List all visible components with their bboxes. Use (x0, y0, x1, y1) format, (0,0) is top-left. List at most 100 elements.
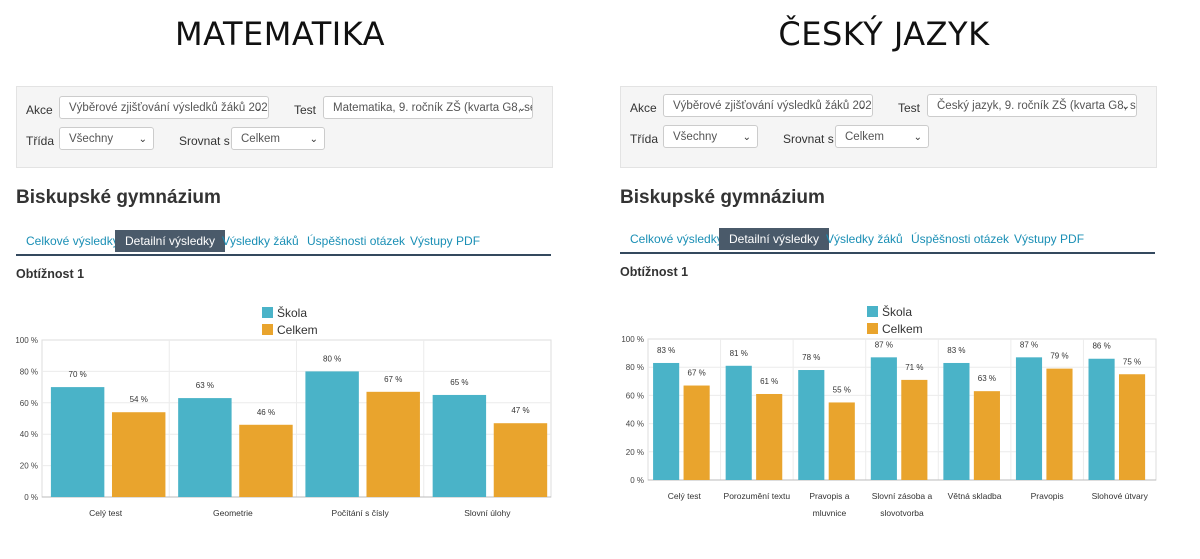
chevron-down-icon: ⌄ (1121, 101, 1130, 112)
akce-select[interactable]: Výběrové zjišťování výsledků žáků 2021/2… (663, 94, 873, 117)
bar-celkem (973, 391, 1000, 480)
legend-label: Celkem (277, 322, 318, 337)
bar-celkem (756, 393, 783, 480)
data-label: 87 % (1020, 340, 1038, 349)
x-tick-label: Větná skladba (948, 491, 1002, 501)
bar-celkem (111, 412, 166, 497)
akce-select-value: Výběrové zjišťování výsledků žáků 2021/2 (69, 102, 269, 114)
bar-celkem (828, 402, 855, 480)
data-label: 86 % (1092, 342, 1110, 351)
data-label: 61 % (760, 377, 778, 386)
bar-skola (1015, 357, 1043, 480)
test-label: Test (294, 103, 317, 117)
tab-vystupy-pdf[interactable]: Výstupy PDF (1014, 232, 1085, 246)
tab-detailni-vysledky[interactable]: Detailní výsledky (115, 230, 226, 252)
y-tick-label: 100 % (15, 336, 38, 345)
x-tick-label: Pravopis (1031, 491, 1064, 501)
legend-swatch (867, 306, 878, 317)
bar-skola (653, 362, 680, 480)
legend-label: Celkem (882, 321, 923, 336)
trida-select[interactable]: Všechny ⌄ (59, 127, 154, 150)
tab-vystupy-pdf[interactable]: Výstupy PDF (410, 234, 481, 248)
panel-title: ČESKÝ JAZYK (778, 15, 990, 53)
tab-uspesnosti-otazek[interactable]: Úspěšnosti otázek (911, 232, 1010, 246)
y-tick-label: 20 % (626, 448, 644, 457)
data-label: 55 % (833, 385, 851, 394)
legend-item-celkem: Celkem (262, 321, 318, 338)
legend-swatch (262, 324, 273, 335)
school-name: Biskupské gymnázium (16, 187, 221, 208)
bar-skola (943, 362, 970, 480)
y-tick-label: 80 % (20, 367, 38, 376)
y-tick-label: 60 % (20, 399, 38, 408)
bar-skola (798, 370, 825, 480)
akce-select[interactable]: Výběrové zjišťování výsledků žáků 2021/2… (59, 96, 269, 119)
tab-vysledky-zaku[interactable]: Výsledky žáků (826, 232, 903, 246)
test-select[interactable]: Matematika, 9. ročník ZŠ (kvarta G8, sek… (323, 96, 533, 119)
tab-bar: Celkové výsledky Detailní výsledky Výsle… (16, 230, 551, 256)
bar-skola (870, 357, 897, 480)
tab-celkove-vysledky[interactable]: Celkové výsledky (26, 234, 119, 248)
filter-box: Akce Výběrové zjišťování výsledků žáků 2… (620, 86, 1157, 168)
bar-skola (725, 365, 752, 480)
bar-celkem (683, 385, 710, 480)
panel-title: MATEMATIKA (174, 15, 386, 53)
trida-select[interactable]: Všechny ⌄ (663, 125, 758, 148)
tab-detailni-vysledky[interactable]: Detailní výsledky (719, 228, 830, 250)
panel-matematika: MATEMATIKA Akce Výběrové zjišťování výsl… (0, 0, 560, 559)
tab-bar: Celkové výsledky Detailní výsledky Výsle… (620, 228, 1155, 254)
akce-select-value: Výběrové zjišťování výsledků žáků 2021/2 (673, 100, 873, 112)
legend-swatch (262, 307, 273, 318)
chevron-down-icon: ⌄ (742, 132, 751, 143)
test-label: Test (898, 101, 921, 115)
legend-item-celkem: Celkem (867, 320, 923, 337)
chevron-down-icon: ⌄ (517, 103, 526, 114)
bar-celkem (1046, 368, 1073, 480)
x-tick-label: Porozumění textu (724, 491, 791, 501)
data-label: 46 % (257, 408, 275, 417)
srovnat-select[interactable]: Celkem ⌄ (835, 125, 929, 148)
y-tick-label: 0 % (24, 493, 38, 502)
x-tick-label: Slovní zásoba a slovotvorba (872, 491, 933, 518)
subheading: Obtížnost 1 (16, 267, 85, 281)
test-select-value: Matematika, 9. ročník ZŠ (kvarta G8, sek… (333, 102, 532, 114)
filter-box: Akce Výběrové zjišťování výsledků žáků 2… (16, 86, 553, 168)
data-label: 71 % (905, 363, 923, 372)
legend-swatch (867, 323, 878, 334)
chevron-down-icon: ⌄ (913, 132, 922, 143)
y-tick-label: 0 % (630, 476, 644, 485)
x-tick-label: Pravopis a mluvnice (809, 491, 849, 518)
chevron-down-icon: ⌄ (857, 101, 866, 112)
y-tick-label: 80 % (626, 363, 644, 372)
srovnat-label: Srovnat s (179, 134, 230, 148)
subheading: Obtížnost 1 (620, 265, 689, 279)
bar-celkem (901, 379, 928, 480)
tab-uspesnosti-otazek[interactable]: Úspěšnosti otázek (307, 234, 406, 248)
data-label: 83 % (947, 346, 965, 355)
bar-celkem (493, 423, 548, 497)
y-tick-label: 40 % (626, 420, 644, 429)
y-tick-label: 40 % (20, 430, 38, 439)
bar-celkem (366, 391, 420, 497)
test-select[interactable]: Český jazyk, 9. ročník ZŠ (kvarta G8, se… (927, 94, 1137, 117)
bar-skola (1088, 358, 1115, 480)
trida-select-value: Všechny (69, 133, 114, 145)
x-tick-label: Geometrie (213, 508, 253, 518)
legend-item-skola: Škola (867, 303, 923, 320)
tab-celkove-vysledky[interactable]: Celkové výsledky (630, 232, 723, 246)
x-tick-label: Slovní úlohy (464, 508, 511, 518)
tab-vysledky-zaku[interactable]: Výsledky žáků (222, 234, 299, 248)
data-label: 63 % (196, 381, 214, 390)
akce-label: Akce (26, 103, 53, 117)
srovnat-select-value: Celkem (241, 133, 280, 145)
data-label: 79 % (1050, 352, 1068, 361)
bar-celkem (1118, 374, 1146, 480)
x-tick-label: Počítání s čísly (332, 508, 390, 518)
chevron-down-icon: ⌄ (309, 134, 318, 145)
srovnat-label: Srovnat s (783, 132, 834, 146)
x-tick-label: Celý test (668, 491, 702, 501)
data-label: 70 % (69, 370, 87, 379)
x-tick-label: Celý test (89, 508, 123, 518)
srovnat-select[interactable]: Celkem ⌄ (231, 127, 325, 150)
trida-select-value: Všechny (673, 131, 718, 143)
